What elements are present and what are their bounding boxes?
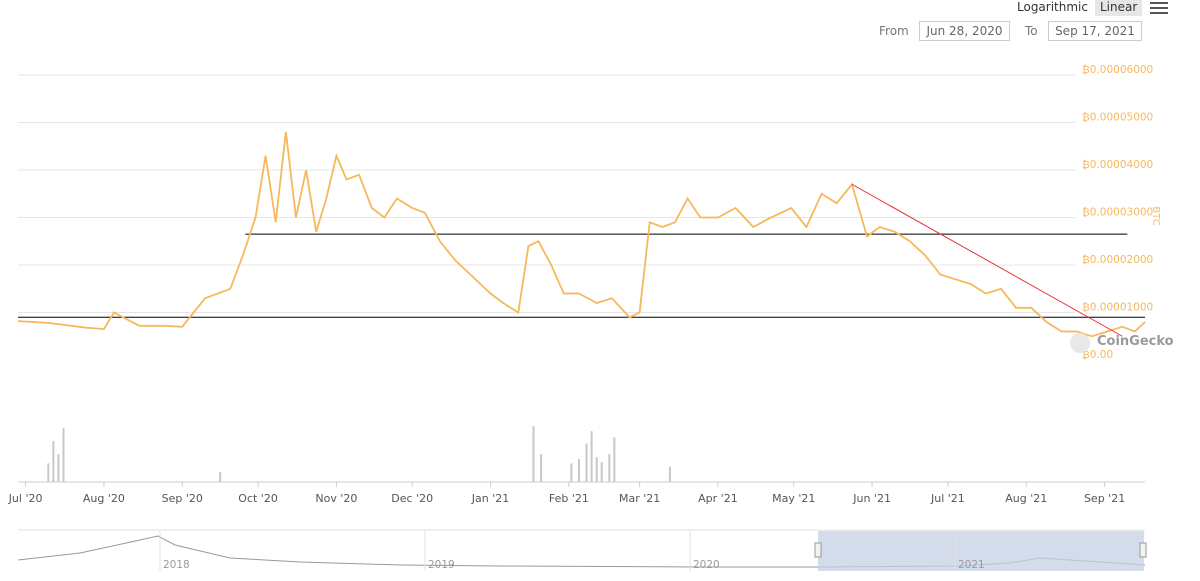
navigator-year-label: 2018 (163, 559, 190, 571)
x-tick-label: Aug '20 (83, 492, 125, 505)
navigator: 2018 2019 2020 2021 (17, 529, 1147, 571)
trend-line (851, 183, 1123, 337)
logarithmic-scale-button[interactable]: Logarithmic (1017, 0, 1088, 14)
to-date-input[interactable]: Sep 17, 2021 (1048, 21, 1142, 41)
from-label: From (879, 24, 909, 38)
navigator-selection (818, 531, 1144, 571)
y-tick-label: ₿0.00003000 (1082, 207, 1153, 219)
coingecko-watermark: CoinGecko (1070, 333, 1174, 353)
volume-bar (577, 459, 580, 482)
grid-lines (18, 74, 1075, 313)
linear-scale-button[interactable]: Linear (1095, 0, 1143, 16)
y-tick-label: ₿0.00005000 (1082, 112, 1153, 124)
x-tick-label: Sep '21 (1084, 492, 1125, 505)
navigator-year-label: 2019 (428, 559, 455, 571)
y-tick-label: ₿0.00 (1082, 349, 1113, 361)
navigator-year-label: 2021 (958, 559, 985, 571)
x-tick-label: Oct '20 (238, 492, 278, 505)
volume-bar (585, 443, 588, 482)
x-tick-label: Jun '21 (852, 492, 891, 505)
volume-bar (540, 454, 543, 482)
volume-bar (600, 462, 603, 482)
volume-bar (47, 463, 50, 482)
hamburger-menu-icon[interactable] (1150, 0, 1168, 14)
volume-bar (57, 454, 60, 482)
from-date-input[interactable]: Jun 28, 2020 (919, 21, 1010, 41)
to-label: To (1025, 24, 1038, 38)
trendline (851, 183, 1123, 337)
x-tick-label: Sep '20 (162, 492, 203, 505)
volume-bar (52, 441, 55, 482)
x-tick-label: Dec '20 (391, 492, 433, 505)
chart-controls: Logarithmic Linear From Jun 28, 2020 To … (0, 0, 1200, 50)
x-tick-label: Apr '21 (698, 492, 738, 505)
volume-bar (532, 426, 535, 482)
navigator-right-handle (1139, 542, 1147, 558)
y-tick-label: ₿0.00001000 (1082, 302, 1153, 314)
x-tick-label: Nov '20 (315, 492, 357, 505)
volume-bar (613, 437, 616, 482)
navigator-left-handle (814, 542, 822, 558)
x-tick-label: Mar '21 (619, 492, 660, 505)
y-axis-ticks: ₿0.00006000 ₿0.00005000 ₿0.00004000 ₿0.0000… (1082, 64, 1153, 361)
y-tick-label: ₿0.00006000 (1082, 64, 1153, 76)
volume-bar (608, 454, 611, 482)
volume-bar (62, 428, 65, 482)
brand-label: CoinGecko (1097, 334, 1174, 349)
x-tick-label: Aug '21 (1005, 492, 1047, 505)
x-tick-label: Jul '21 (930, 492, 965, 505)
x-axis-ticks: Jul '20 Aug '20 Sep '20 Oct '20 Nov '20 Dec '… (8, 482, 1125, 505)
y-tick-label: ₿0.00004000 (1082, 159, 1153, 171)
volume-bar (595, 457, 598, 482)
y-tick-label: ₿0.00002000 (1082, 254, 1153, 266)
x-tick-label: Jan '21 (471, 492, 509, 505)
y-axis-title: BTC (1150, 206, 1161, 225)
x-tick-label: Feb '21 (549, 492, 589, 505)
volume-bar (590, 431, 593, 482)
price-line (17, 131, 1146, 338)
navigator-year-label: 2020 (693, 559, 720, 571)
volume-bars (18, 426, 1145, 483)
annotations (18, 233, 1145, 318)
x-tick-label: May '21 (772, 492, 815, 505)
volume-bar (570, 463, 573, 482)
x-tick-label: Jul '20 (8, 492, 43, 505)
gecko-logo-icon (1070, 333, 1090, 353)
volume-bar (668, 466, 671, 482)
volume-bar (219, 472, 222, 482)
